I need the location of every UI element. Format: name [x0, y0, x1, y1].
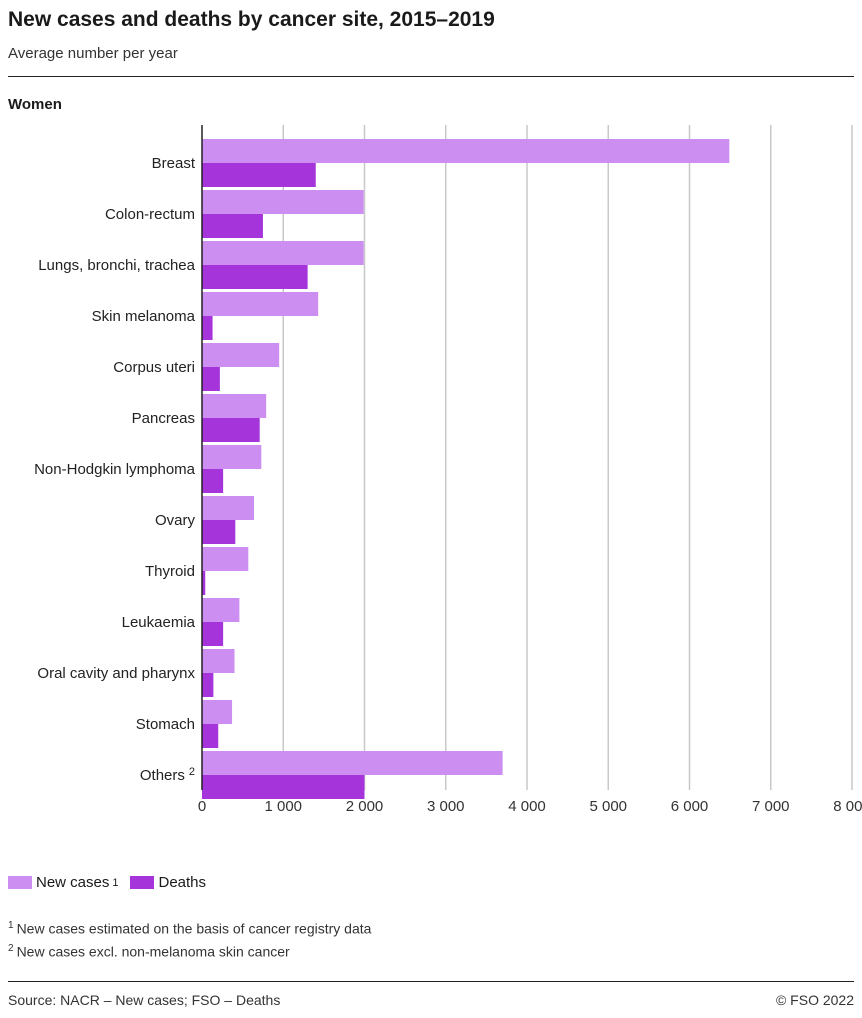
- footnote: 1 New cases estimated on the basis of can…: [8, 916, 371, 939]
- deaths-bar: [202, 571, 206, 595]
- deaths-bar: [202, 520, 236, 544]
- category-label: Skin melanoma: [92, 308, 196, 325]
- category-label: Thyroid: [145, 563, 195, 580]
- category-label: Oral cavity and pharynx: [37, 665, 195, 682]
- footnotes: 1 New cases estimated on the basis of can…: [8, 916, 371, 961]
- footnote-number: 1: [8, 920, 14, 931]
- bottom-divider: [8, 981, 854, 982]
- new-cases-bar: [202, 649, 235, 673]
- source-note: Source: NACR – New cases; FSO – Deaths: [8, 992, 281, 1008]
- x-tick-label: 2 000: [346, 798, 384, 815]
- category-label: Colon-rectum: [105, 206, 195, 223]
- x-tick-label: 6 000: [671, 798, 709, 815]
- top-divider: [8, 76, 854, 77]
- bar-chart: Breast Colon-rectum Lungs, bronchi, trache…: [34, 125, 862, 815]
- deaths-bar: [202, 316, 213, 340]
- deaths-bar: [202, 724, 219, 748]
- deaths-bar: [202, 622, 224, 646]
- chart-subtitle: Average number per year: [8, 45, 178, 62]
- category-label: Pancreas: [132, 410, 195, 427]
- category-label: Breast: [152, 155, 196, 172]
- x-tick-labels: 0 1 000 2 000 3 000 4 000 5 000 6 000 7 000 8 00…: [198, 798, 862, 815]
- new-cases-bar: [202, 700, 233, 724]
- category-label: Lungs, bronchi, trachea: [38, 257, 195, 274]
- new-cases-bar: [202, 547, 249, 571]
- deaths-bar: [202, 163, 316, 187]
- new-cases-bar: [202, 241, 364, 265]
- new-cases-swatch: [8, 876, 32, 889]
- legend-item-new-cases: New cases 1: [8, 874, 118, 891]
- new-cases-bar: [202, 292, 319, 316]
- footnote-text: New cases estimated on the basis of canc…: [16, 920, 372, 937]
- deaths-bar: [202, 367, 220, 391]
- deaths-swatch: [130, 876, 155, 889]
- legend: New cases 1 Deaths: [8, 874, 218, 891]
- x-tick-label: 1 000: [264, 798, 302, 815]
- x-tick-label: 7 000: [752, 798, 790, 815]
- legend-item-deaths: Deaths: [130, 874, 206, 891]
- deaths-bar: [202, 418, 260, 442]
- x-tick-label: 0: [198, 798, 206, 815]
- deaths-bar: [202, 469, 224, 493]
- x-tick-label: 5 000: [589, 798, 627, 815]
- copyright-note: © FSO 2022: [775, 992, 854, 1008]
- x-tick-label: 8 000: [833, 798, 862, 815]
- new-cases-bar: [202, 343, 280, 367]
- new-cases-bar: [202, 139, 730, 163]
- deaths-bar: [202, 673, 214, 697]
- section-label: Women: [8, 96, 62, 113]
- footnote-number: 2: [8, 942, 14, 954]
- deaths-bar: [202, 775, 365, 799]
- legend-new-cases-label: New cases: [36, 874, 110, 891]
- deaths-bar: [202, 214, 263, 238]
- category-label: Leukaemia: [122, 614, 196, 631]
- category-label: Ovary: [155, 512, 196, 529]
- deaths-bar: [202, 265, 308, 289]
- category-label: Others 2: [140, 766, 195, 784]
- category-label: Stomach: [136, 716, 195, 733]
- new-cases-bar: [202, 394, 267, 418]
- footnote-text: New cases excl. non-melanoma skin cancer: [16, 943, 290, 960]
- new-cases-bar: [202, 751, 503, 775]
- x-tick-label: 3 000: [427, 798, 465, 815]
- legend-new-cases-footnote: 1: [112, 876, 119, 889]
- new-cases-bar: [202, 445, 262, 469]
- new-cases-bar: [202, 496, 254, 520]
- legend-deaths-label: Deaths: [158, 874, 207, 891]
- category-label: Non-Hodgkin lymphoma: [34, 461, 196, 478]
- new-cases-bar: [202, 190, 364, 214]
- chart-title: New cases and deaths by cancer site, 201…: [8, 8, 495, 31]
- new-cases-bar: [202, 598, 240, 622]
- x-tick-label: 4 000: [508, 798, 546, 815]
- gridlines: [282, 125, 853, 790]
- category-labels: Breast Colon-rectum Lungs, bronchi, trache…: [34, 155, 196, 784]
- footnote: 2 New cases excl. non-melanoma skin cance…: [8, 939, 371, 962]
- bars: [202, 139, 730, 799]
- category-label: Corpus uteri: [113, 359, 195, 376]
